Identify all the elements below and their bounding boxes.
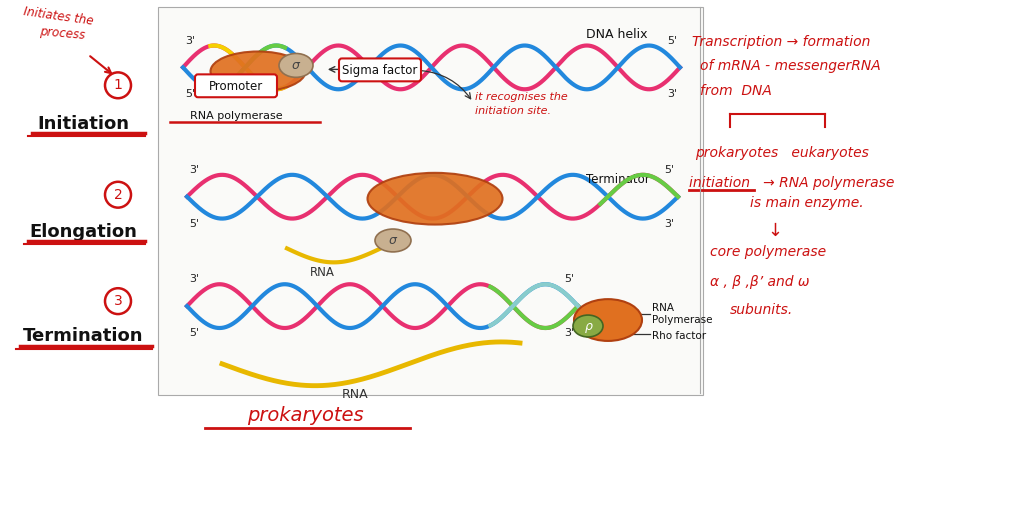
Text: Elongation: Elongation [29, 223, 137, 241]
Text: σ: σ [389, 234, 397, 247]
Text: is main enzyme.: is main enzyme. [750, 196, 863, 210]
Text: 5': 5' [564, 274, 574, 284]
Ellipse shape [574, 299, 642, 341]
Text: it recognises the: it recognises the [475, 92, 567, 102]
Text: 5': 5' [667, 35, 677, 46]
Text: Rho factor: Rho factor [652, 331, 707, 341]
Text: 3: 3 [114, 294, 123, 308]
Text: Sigma factor: Sigma factor [342, 64, 418, 77]
Text: 3': 3' [189, 165, 199, 175]
Ellipse shape [211, 51, 305, 91]
Text: Initiation: Initiation [37, 115, 129, 133]
Text: 1: 1 [114, 78, 123, 93]
FancyBboxPatch shape [339, 59, 421, 81]
Text: 3': 3' [664, 218, 674, 229]
Text: initiation   → RNA polymerase: initiation → RNA polymerase [689, 176, 894, 190]
Text: from  DNA: from DNA [700, 84, 772, 98]
Text: of mRNA - messengerRNA: of mRNA - messengerRNA [700, 60, 881, 74]
Text: Transcription → formation: Transcription → formation [692, 34, 870, 49]
Ellipse shape [573, 315, 603, 337]
Text: 5': 5' [664, 165, 674, 175]
Text: core polymerase: core polymerase [710, 246, 826, 260]
Text: process: process [39, 25, 85, 42]
Text: Initiates the: Initiates the [23, 5, 94, 28]
FancyBboxPatch shape [195, 75, 278, 97]
Text: 3': 3' [189, 274, 199, 284]
Text: ↓: ↓ [767, 222, 782, 240]
Ellipse shape [368, 173, 503, 225]
Text: α , β ,β’ and ω: α , β ,β’ and ω [710, 276, 810, 289]
Text: prokaryotes   eukaryotes: prokaryotes eukaryotes [695, 146, 869, 160]
Ellipse shape [375, 229, 411, 252]
Text: Promoter: Promoter [209, 80, 263, 93]
Text: Terminator: Terminator [586, 173, 650, 186]
Text: RNA polymerase: RNA polymerase [189, 111, 283, 121]
Text: 5': 5' [189, 218, 199, 229]
Text: initiation site.: initiation site. [475, 106, 551, 116]
Text: RNA: RNA [342, 388, 369, 401]
Text: σ: σ [292, 59, 300, 72]
Text: RNA
Polymerase: RNA Polymerase [652, 303, 713, 325]
Text: 5': 5' [189, 328, 199, 338]
Text: 5': 5' [185, 89, 196, 99]
FancyBboxPatch shape [158, 7, 703, 395]
Text: Termination: Termination [23, 327, 143, 345]
Ellipse shape [279, 53, 313, 77]
Text: 3': 3' [564, 328, 574, 338]
Text: 2: 2 [114, 188, 123, 201]
Text: prokaryotes: prokaryotes [247, 406, 364, 425]
Text: 3': 3' [667, 89, 677, 99]
Text: RNA: RNA [309, 266, 335, 279]
Text: ρ: ρ [585, 320, 593, 333]
Text: 3': 3' [185, 35, 196, 46]
Text: subunits.: subunits. [730, 303, 794, 317]
Text: DNA helix: DNA helix [587, 28, 648, 41]
